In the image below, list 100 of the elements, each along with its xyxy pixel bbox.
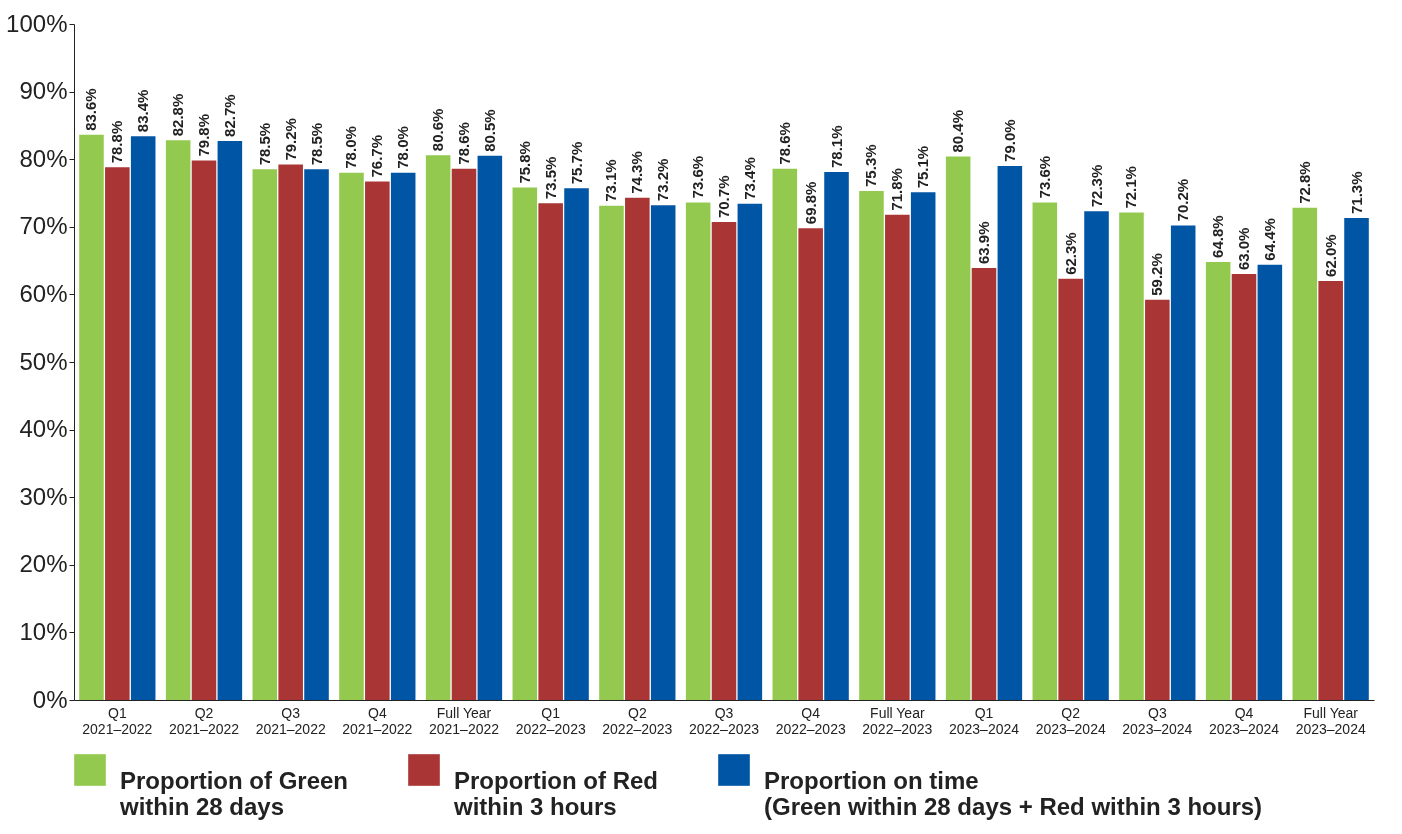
- bar: [711, 222, 737, 700]
- y-tick-label: 80%: [19, 144, 68, 172]
- data-label: 75.7%: [567, 141, 585, 185]
- bar: [737, 203, 763, 700]
- bar: [477, 155, 503, 700]
- x-tick-label: Full Year 2023–2024: [1295, 704, 1366, 737]
- bar: [885, 214, 910, 700]
- bar: [1231, 274, 1257, 700]
- x-tick-label: Q2 2023–2024: [1035, 704, 1106, 737]
- legend-label: Proportion of Red within 3 hours: [453, 767, 658, 820]
- data-label: 78.6%: [775, 122, 793, 165]
- bar: [859, 190, 884, 700]
- data-label: 83.6%: [82, 88, 100, 131]
- bar: [599, 205, 624, 700]
- data-label: 72.3%: [1087, 164, 1105, 208]
- data-label: 78.6%: [455, 122, 472, 165]
- data-label: 70.7%: [715, 175, 732, 219]
- data-label: 82.7%: [220, 94, 238, 137]
- x-tick-label: Q3 2021–2022: [255, 704, 326, 737]
- data-label: 78.1%: [827, 125, 845, 169]
- y-tick-label: 20%: [19, 550, 68, 578]
- bar: [165, 140, 191, 700]
- data-label: 80.6%: [429, 108, 447, 152]
- data-label: 75.3%: [862, 144, 880, 187]
- bar: [798, 228, 823, 700]
- data-label: 80.5%: [480, 109, 498, 152]
- bar: [365, 181, 390, 700]
- x-tick-label: Q1 2022–2023: [515, 704, 586, 737]
- data-label: 62.3%: [1061, 232, 1079, 275]
- data-label: 80.4%: [949, 109, 967, 153]
- y-tick-label: 50%: [19, 347, 68, 375]
- x-tick-label: Q4 2021–2022: [342, 704, 413, 737]
- y-tick-label: 40%: [19, 415, 68, 443]
- data-label: 78.8%: [108, 120, 126, 164]
- bar: [824, 172, 849, 700]
- bar: [971, 268, 997, 700]
- x-tick-label: Q4 2022–2023: [775, 704, 846, 737]
- bar: [451, 168, 477, 700]
- bar: [1344, 218, 1369, 700]
- data-label: 72.8%: [1295, 161, 1313, 204]
- bar: [625, 197, 650, 700]
- bar: [130, 136, 156, 700]
- x-tick-label: Q2 2022–2023: [602, 704, 673, 737]
- bar: [217, 140, 243, 700]
- data-label: 78.5%: [307, 122, 325, 166]
- data-label: 63.9%: [975, 221, 992, 265]
- x-tick-label: Q1 2023–2024: [948, 704, 1020, 737]
- data-label: 62.0%: [1321, 234, 1339, 277]
- legend-label: Proportion on time (Green within 28 days + Red within 3 hours): [764, 767, 1263, 820]
- data-label: 82.8%: [169, 93, 187, 137]
- y-tick-label: 100%: [6, 9, 68, 37]
- data-label: 73.4%: [740, 157, 758, 200]
- bar: [1170, 225, 1196, 700]
- data-label: 64.4%: [1260, 218, 1278, 261]
- data-label: 70.2%: [1174, 178, 1192, 222]
- x-tick-label: Full Year 2022–2023: [862, 704, 933, 737]
- y-tick-label: 90%: [19, 77, 68, 105]
- bar: [339, 172, 364, 700]
- bar: [252, 169, 278, 700]
- data-label: 75.1%: [914, 145, 932, 189]
- bar: [1084, 211, 1109, 700]
- data-label: 78.0%: [394, 126, 412, 169]
- bar: [1292, 207, 1318, 700]
- data-label: 83.4%: [134, 89, 152, 133]
- bar: [685, 202, 711, 700]
- data-label: 78.5%: [255, 122, 273, 166]
- bar: [79, 134, 104, 700]
- bar: [1145, 299, 1170, 700]
- data-label: 73.6%: [689, 155, 707, 199]
- bar: [997, 165, 1023, 700]
- data-label: 79.2%: [281, 118, 299, 161]
- bar: [105, 167, 130, 700]
- data-label: 74.3%: [628, 151, 646, 194]
- x-tick-label: Q2 2021–2022: [168, 704, 240, 737]
- data-label: 73.1%: [602, 159, 620, 202]
- bar: [278, 164, 303, 700]
- bar: [1032, 202, 1058, 700]
- y-tick-label: 0%: [32, 685, 68, 713]
- y-tick-label: 10%: [19, 617, 68, 645]
- bar: [1058, 278, 1083, 700]
- data-label: 73.5%: [541, 156, 559, 200]
- bar: [538, 203, 563, 700]
- data-label: 79.8%: [195, 114, 212, 157]
- data-label: 75.8%: [515, 141, 533, 184]
- bar: [304, 169, 329, 700]
- bar: [650, 205, 676, 700]
- data-label: 69.8%: [801, 181, 819, 225]
- data-label: 73.6%: [1035, 155, 1053, 199]
- bar: [772, 168, 798, 700]
- bar: [910, 192, 936, 700]
- bar: [564, 188, 589, 700]
- y-tick-label: 60%: [19, 279, 68, 307]
- y-tick-label: 70%: [19, 212, 68, 240]
- legend-label: Proportion of Green within 28 days: [119, 767, 348, 820]
- bar: [945, 156, 971, 700]
- data-label: 63.0%: [1235, 227, 1252, 271]
- x-tick-label: Q3 2023–2024: [1122, 704, 1193, 737]
- bar: [1119, 212, 1144, 700]
- bar: [512, 187, 538, 700]
- data-label: 64.8%: [1209, 215, 1227, 258]
